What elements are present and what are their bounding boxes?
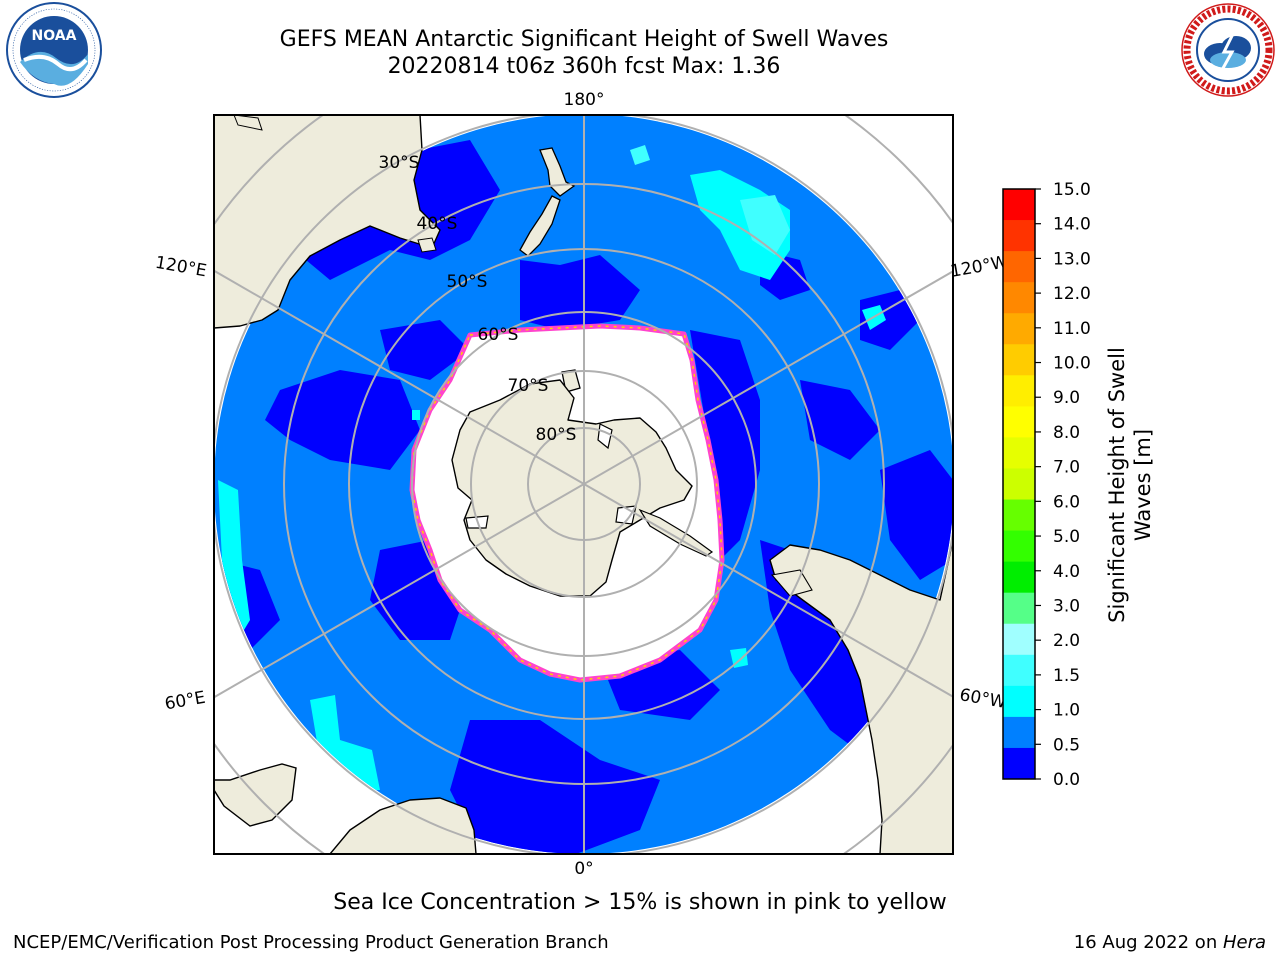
south-america-landmass bbox=[769, 539, 953, 854]
africa-landmass bbox=[329, 797, 477, 854]
colorbar-swatch bbox=[1003, 437, 1035, 469]
lon-label-60e: 60°E bbox=[163, 688, 207, 715]
colorbar-swatch bbox=[1003, 189, 1035, 221]
sea-ice-note: Sea Ice Concentration > 15% is shown in … bbox=[333, 890, 947, 915]
colorbar: 15.0 14.0 13.0 12.0 11.0 10.0 9.0 8.0 7.0 6.0 5.0 4… bbox=[1002, 180, 1091, 790]
map-frame bbox=[213, 114, 954, 855]
credit-line: NCEP/EMC/Verification Post Processing Pr… bbox=[13, 932, 609, 953]
colorbar-swatch bbox=[1003, 375, 1035, 407]
lon-label-120w: 120°W bbox=[949, 252, 1010, 282]
colorbar-tick-label: 6.0 bbox=[1053, 492, 1080, 512]
chart-subtitle: 20220814 t06z 360h fcst Max: 1.36 bbox=[387, 54, 781, 79]
colorbar-tick-label: 1.0 bbox=[1053, 701, 1080, 721]
colorbar-swatch bbox=[1003, 220, 1035, 252]
sea-ice-edge bbox=[411, 325, 723, 681]
colorbar-tick-label: 4.0 bbox=[1053, 562, 1080, 582]
colorbar-title: Significant Height of Swell Waves [m] bbox=[1105, 347, 1155, 623]
colorbar-swatch bbox=[1003, 592, 1035, 625]
colorbar-tick-label: 9.0 bbox=[1053, 388, 1080, 408]
colorbar-swatch bbox=[1003, 561, 1035, 594]
colorbar-swatch bbox=[1003, 747, 1035, 780]
colorbar-tick-label: 10.0 bbox=[1053, 354, 1091, 374]
colorbar-frame bbox=[1002, 188, 1036, 780]
colorbar-swatch bbox=[1003, 406, 1035, 438]
colorbar-tick-label: 14.0 bbox=[1053, 215, 1091, 235]
colorbar-swatch bbox=[1003, 313, 1035, 345]
antarctica-landmass bbox=[451, 379, 693, 597]
noaa-logo: NOAA bbox=[6, 2, 102, 98]
australia-landmass bbox=[214, 115, 441, 329]
nws-logo bbox=[1181, 3, 1275, 97]
date-text: 16 Aug 2022 on bbox=[1073, 932, 1223, 953]
colorbar-swatch bbox=[1003, 654, 1035, 687]
colorbar-swatch bbox=[1003, 716, 1035, 749]
colorbar-tick-label: 1.5 bbox=[1053, 666, 1080, 686]
lat-label-30s: 30°S bbox=[379, 153, 420, 173]
colorbar-swatch bbox=[1003, 344, 1035, 376]
lat-label-60s: 60°S bbox=[478, 325, 519, 345]
meridian-lines bbox=[214, 115, 953, 854]
colorbar-tick-label: 7.0 bbox=[1053, 458, 1080, 478]
lat-label-40s: 40°S bbox=[417, 214, 458, 234]
machine-name: Hera bbox=[1222, 932, 1266, 953]
colorbar-tick-label: 2.0 bbox=[1053, 631, 1080, 651]
colorbar-tick-label: 3.0 bbox=[1053, 596, 1080, 616]
colorbar-swatch bbox=[1003, 685, 1035, 718]
colorbar-tick-label: 15.0 bbox=[1053, 180, 1091, 200]
lat-label-70s: 70°S bbox=[508, 376, 549, 396]
colorbar-tick-label: 8.0 bbox=[1053, 423, 1080, 443]
lon-label-180: 180° bbox=[564, 90, 605, 110]
colorbar-tick-label: 13.0 bbox=[1053, 249, 1091, 269]
lat-label-80s: 80°S bbox=[536, 425, 577, 445]
lon-label-120e: 120°E bbox=[154, 253, 208, 282]
chart-title: GEFS MEAN Antarctic Significant Height o… bbox=[279, 27, 889, 52]
colorbar-tick-label: 12.0 bbox=[1053, 284, 1091, 304]
date-line: 16 Aug 2022 on Hera bbox=[1074, 932, 1266, 953]
colorbar-tick-label: 5.0 bbox=[1053, 527, 1080, 547]
colorbar-tick-label: 0.5 bbox=[1053, 735, 1080, 755]
colorbar-tick-label: 11.0 bbox=[1053, 319, 1091, 339]
noaa-logo-text: NOAA bbox=[32, 28, 77, 44]
colorbar-swatch bbox=[1003, 251, 1035, 283]
colorbar-swatch bbox=[1003, 468, 1035, 501]
lat-label-50s: 50°S bbox=[447, 272, 488, 292]
lon-label-60w: 60°W bbox=[958, 685, 1008, 713]
colorbar-swatch bbox=[1003, 282, 1035, 314]
lon-label-0: 0° bbox=[574, 859, 593, 879]
colorbar-swatch bbox=[1003, 499, 1035, 532]
colorbar-swatch bbox=[1003, 530, 1035, 563]
colorbar-tick-label: 0.0 bbox=[1053, 770, 1080, 790]
colorbar-swatch bbox=[1003, 623, 1035, 656]
